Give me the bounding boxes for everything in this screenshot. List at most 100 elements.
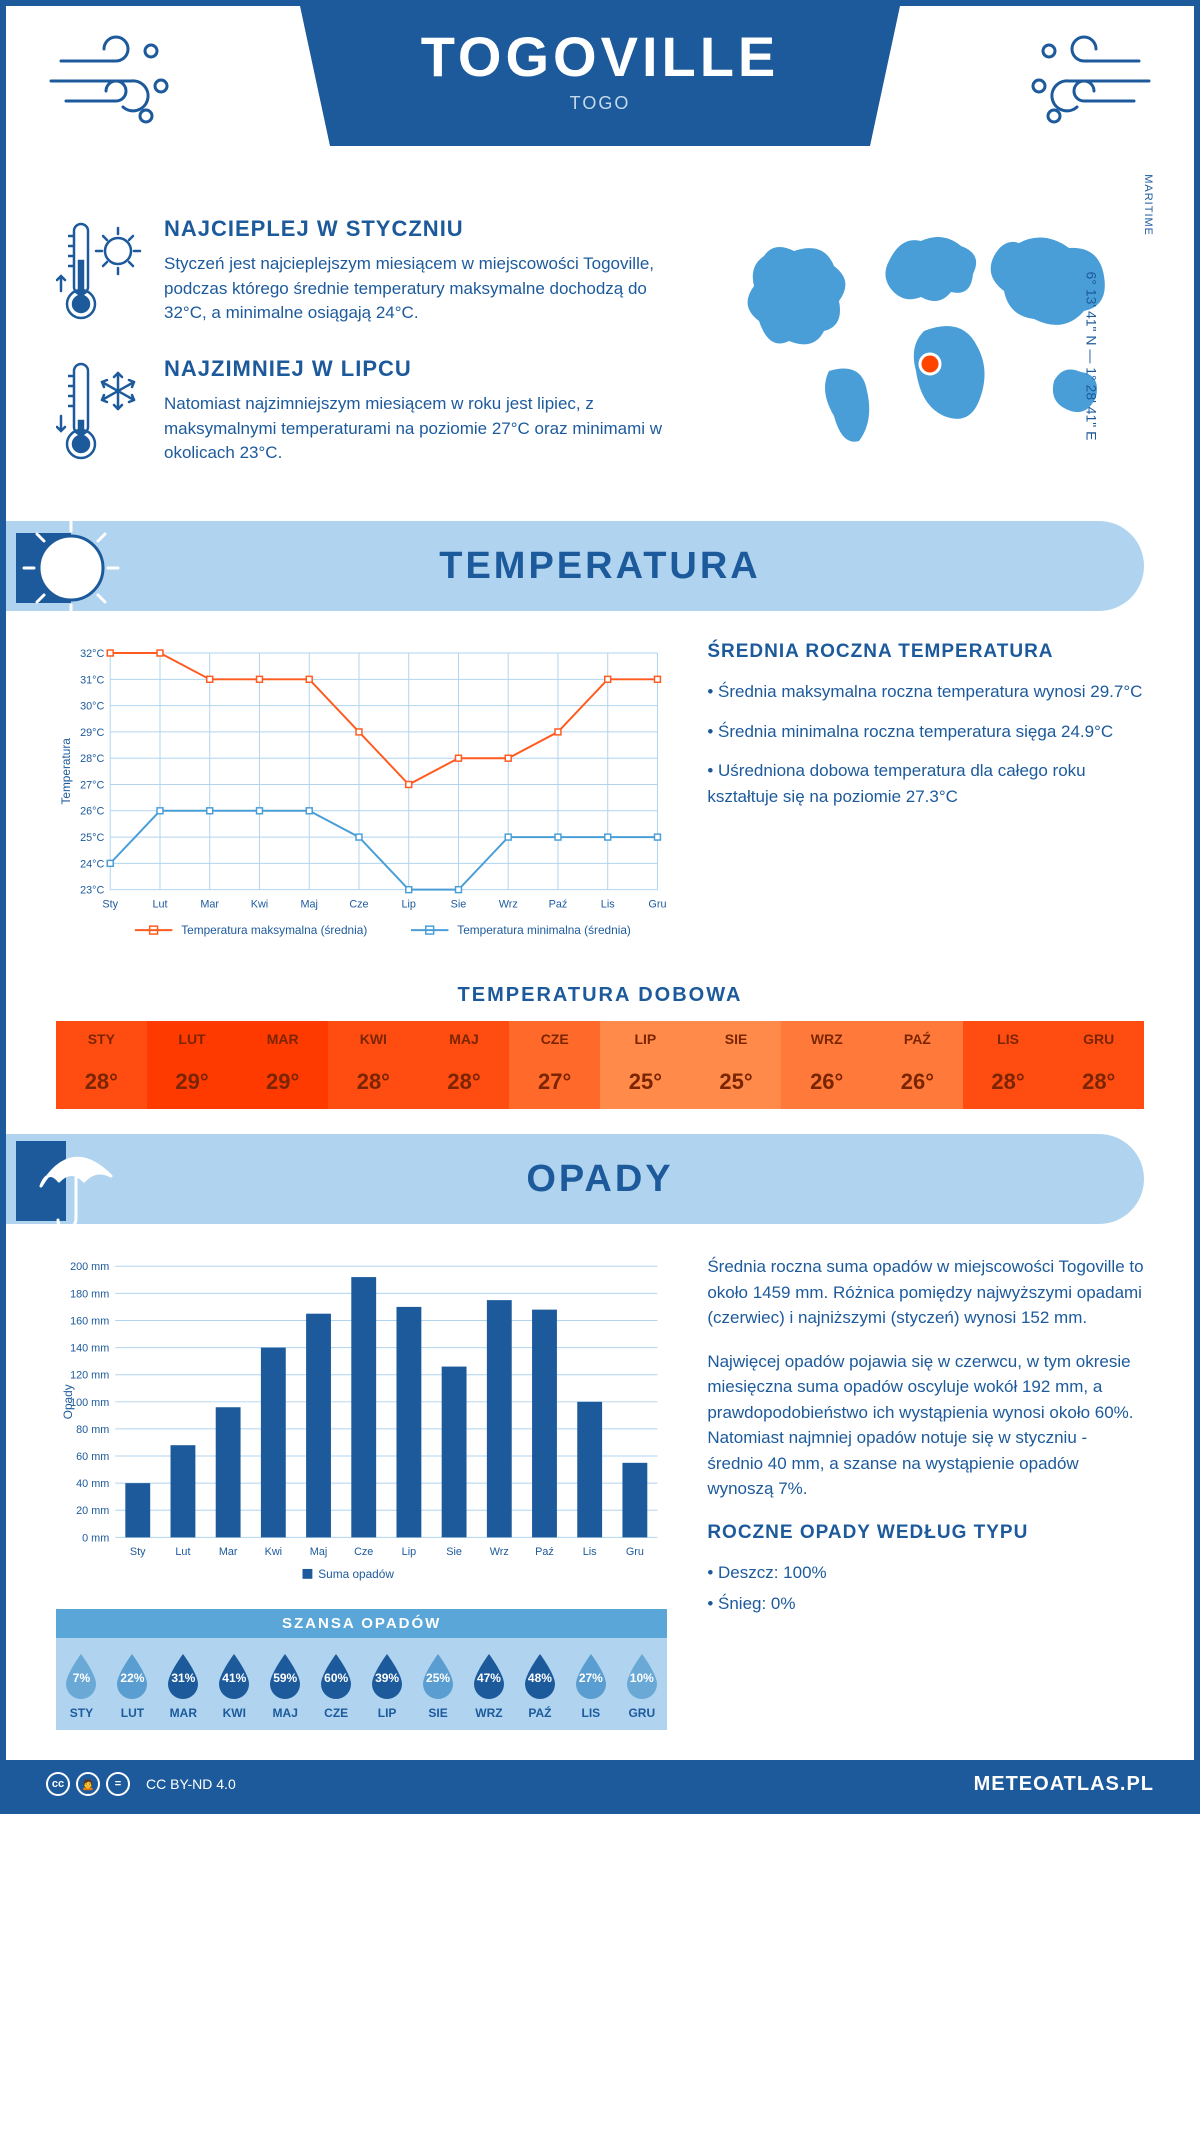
svg-text:28°C: 28°C <box>80 753 104 765</box>
temp-strip-cell: LIS28° <box>963 1021 1054 1109</box>
footer: cc 🙍 = CC BY-ND 4.0 METEOATLAS.PL <box>6 1760 1194 1808</box>
svg-text:Temperatura: Temperatura <box>59 738 73 805</box>
precip-type: • Deszcz: 100% <box>707 1560 1144 1586</box>
chance-cell: 48% PAŹ <box>514 1652 565 1720</box>
avg-temp-heading: ŚREDNIA ROCZNA TEMPERATURA <box>707 641 1144 663</box>
chance-cell: 59% MAJ <box>260 1652 311 1720</box>
chance-month: GRU <box>616 1706 667 1720</box>
by-icon: 🙍 <box>76 1772 100 1796</box>
drop-icon: 48% <box>521 1652 559 1700</box>
drop-icon: 47% <box>470 1652 508 1700</box>
svg-text:140 mm: 140 mm <box>70 1343 109 1355</box>
temp-strip-cell: CZE27° <box>509 1021 600 1109</box>
precipitation-bar-chart: 0 mm20 mm40 mm60 mm80 mm100 mm120 mm140 … <box>56 1254 667 1594</box>
temp-strip-month: KWI <box>328 1031 419 1047</box>
temperature-side-text: ŚREDNIA ROCZNA TEMPERATURA • Średnia mak… <box>707 641 1144 956</box>
temp-strip-month: MAR <box>237 1031 328 1047</box>
fact-warmest-text: Styczeń jest najcieplejszym miesiącem w … <box>164 252 694 326</box>
temp-strip-value: 28° <box>328 1069 419 1095</box>
temp-strip-month: LUT <box>147 1031 238 1047</box>
temperature-section: 23°C24°C25°C26°C27°C28°C29°C30°C31°C32°C… <box>56 641 1144 956</box>
chance-cell: 47% WRZ <box>464 1652 515 1720</box>
chance-header: SZANSA OPADÓW <box>56 1609 667 1638</box>
svg-text:Lip: Lip <box>402 1546 416 1558</box>
chance-month: LIP <box>362 1706 413 1720</box>
drop-icon: 60% <box>317 1652 355 1700</box>
drop-icon: 31% <box>164 1652 202 1700</box>
svg-text:Gru: Gru <box>626 1546 644 1558</box>
svg-text:Paź: Paź <box>535 1546 554 1558</box>
infographic-container: TOGOVILLE TOGO <box>0 0 1200 1814</box>
drop-icon: 10% <box>623 1652 661 1700</box>
temp-strip-cell: LIP 25° <box>600 1021 691 1109</box>
svg-text:Lut: Lut <box>175 1546 190 1558</box>
svg-text:Lut: Lut <box>152 898 167 910</box>
chance-month: CZE <box>311 1706 362 1720</box>
fact-warmest-title: NAJCIEPLEJ W STYCZNIU <box>164 216 694 242</box>
svg-text:Sty: Sty <box>102 898 118 910</box>
svg-text:20 mm: 20 mm <box>76 1505 109 1517</box>
chance-cell: 41% KWI <box>209 1652 260 1720</box>
thermometer-sun-icon <box>56 216 146 326</box>
svg-text:Paź: Paź <box>549 898 568 910</box>
svg-text:Mar: Mar <box>219 1546 238 1558</box>
temp-strip-value: 25° <box>600 1069 691 1095</box>
title-banner: TOGOVILLE TOGO <box>300 6 900 146</box>
svg-text:Kwi: Kwi <box>251 898 268 910</box>
temp-strip-month: LIP <box>600 1031 691 1047</box>
chance-percent: 7% <box>73 1671 90 1685</box>
temperature-heading: TEMPERATURA <box>439 545 761 588</box>
chance-month: SIE <box>413 1706 464 1720</box>
svg-text:Sie: Sie <box>451 898 467 910</box>
world-map-icon <box>724 216 1144 456</box>
temp-strip-month: CZE <box>509 1031 600 1047</box>
cc-icon: cc <box>46 1772 70 1796</box>
temp-strip-value: 26° <box>872 1069 963 1095</box>
fact-warmest: NAJCIEPLEJ W STYCZNIU Styczeń jest najci… <box>56 216 694 326</box>
fact-coldest: NAJZIMNIEJ W LIPCU Natomiast najzimniejs… <box>56 356 694 466</box>
temp-strip-value: 26° <box>781 1069 872 1095</box>
temp-strip-cell: STY28° <box>56 1021 147 1109</box>
svg-text:Lis: Lis <box>583 1546 597 1558</box>
svg-text:30°C: 30°C <box>80 701 104 713</box>
chance-cell: 31% MAR <box>158 1652 209 1720</box>
summary-row: NAJCIEPLEJ W STYCZNIU Styczeń jest najci… <box>56 216 1144 496</box>
drop-icon: 39% <box>368 1652 406 1700</box>
chance-percent: 59% <box>273 1671 297 1685</box>
svg-text:Gru: Gru <box>648 898 666 910</box>
svg-text:160 mm: 160 mm <box>70 1315 109 1327</box>
license-text: CC BY-ND 4.0 <box>146 1776 236 1792</box>
nd-icon: = <box>106 1772 130 1796</box>
svg-text:Wrz: Wrz <box>499 898 518 910</box>
chance-cell: 7% STY <box>56 1652 107 1720</box>
svg-text:Opady: Opady <box>61 1384 75 1419</box>
temp-strip-cell: WRZ 26° <box>781 1021 872 1109</box>
world-map-box: MARITIME 6° 13' 41" N — 1° 28' 41" E <box>724 216 1144 496</box>
svg-text:180 mm: 180 mm <box>70 1288 109 1300</box>
temperature-line-chart: 23°C24°C25°C26°C27°C28°C29°C30°C31°C32°C… <box>56 641 667 951</box>
section-header-temperature: TEMPERATURA <box>6 521 1144 611</box>
chance-percent: 31% <box>171 1671 195 1685</box>
chance-strip: 7% STY 22% LUT 31% MAR 41% KWI 59% MAJ 6… <box>56 1638 667 1730</box>
chance-month: LIS <box>565 1706 616 1720</box>
temp-strip-month: MAJ <box>419 1031 510 1047</box>
chance-percent: 39% <box>375 1671 399 1685</box>
temp-strip-value: 28° <box>419 1069 510 1095</box>
drop-icon: 59% <box>266 1652 304 1700</box>
svg-text:60 mm: 60 mm <box>76 1451 109 1463</box>
drop-icon: 25% <box>419 1652 457 1700</box>
chance-month: PAŹ <box>514 1706 565 1720</box>
svg-text:Cze: Cze <box>349 898 368 910</box>
svg-text:Maj: Maj <box>300 898 317 910</box>
chance-percent: 27% <box>579 1671 603 1685</box>
svg-text:Lis: Lis <box>601 898 615 910</box>
temp-bullet: • Uśredniona dobowa temperatura dla całe… <box>707 758 1144 809</box>
svg-text:Lip: Lip <box>401 898 415 910</box>
chance-percent: 22% <box>120 1671 144 1685</box>
temp-strip-month: STY <box>56 1031 147 1047</box>
maritime-label: MARITIME <box>1142 174 1154 236</box>
svg-text:Suma opadów: Suma opadów <box>318 1567 394 1581</box>
drop-icon: 27% <box>572 1652 610 1700</box>
temp-strip-month: WRZ <box>781 1031 872 1047</box>
svg-text:Kwi: Kwi <box>265 1546 282 1558</box>
